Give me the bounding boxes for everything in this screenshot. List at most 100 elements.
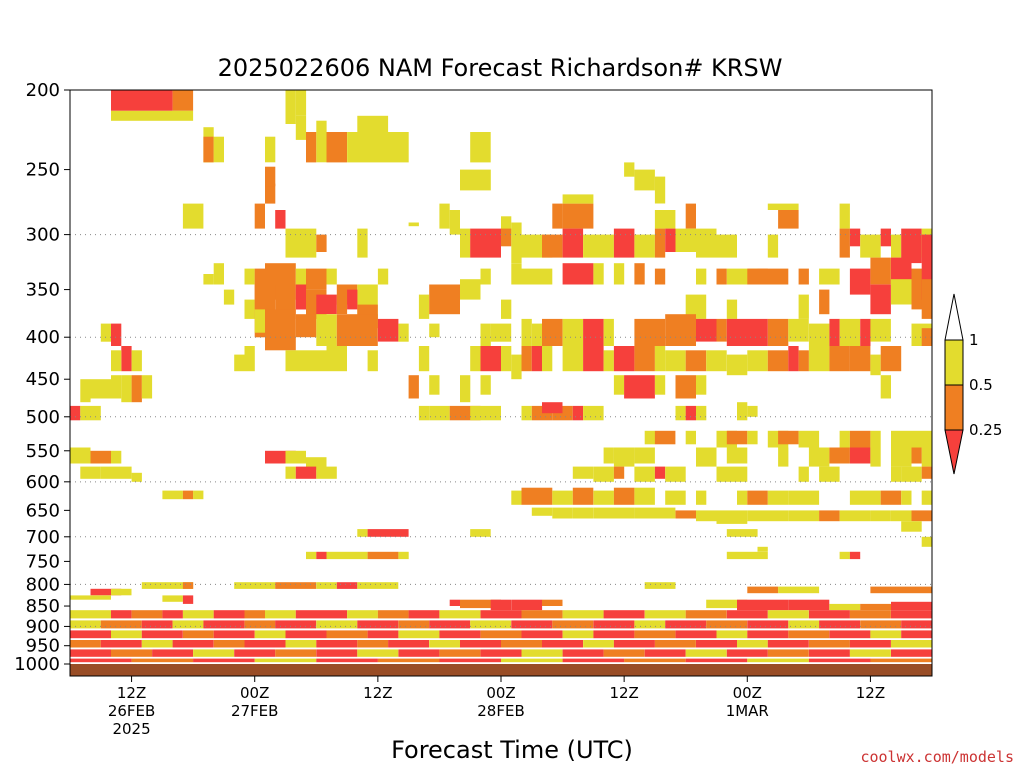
heatmap-cell <box>542 599 563 606</box>
heatmap-cell <box>542 318 563 346</box>
heatmap-cell <box>162 595 183 602</box>
heatmap-cell <box>562 263 594 285</box>
heatmap-cell <box>644 649 686 657</box>
heatmap-cell <box>726 318 768 346</box>
heatmap-cell <box>111 630 142 639</box>
heatmap-cell <box>70 405 81 421</box>
heatmap-cell <box>808 447 830 467</box>
heatmap-cell <box>470 529 491 537</box>
colorbar-label: 1 <box>969 331 979 349</box>
heatmap-cell <box>767 318 789 346</box>
heatmap-cell <box>634 507 676 519</box>
heatmap-cell <box>788 490 820 505</box>
heatmap-cell <box>111 375 122 399</box>
heatmap-cell <box>172 620 204 629</box>
heatmap-cell <box>357 620 399 629</box>
heatmap-cell <box>223 289 235 305</box>
heatmap-cell <box>572 405 584 421</box>
heatmap-cell <box>849 430 871 448</box>
heatmap-cell <box>244 299 255 319</box>
heatmap-cell <box>306 132 317 163</box>
heatmap-cell <box>460 640 501 648</box>
heatmap-cell <box>665 466 686 482</box>
heatmap-cell <box>808 658 871 663</box>
heatmap-cell <box>111 610 132 619</box>
heatmap-cell <box>624 375 655 399</box>
heatmap-cell <box>254 203 265 229</box>
heatmap-cell <box>213 263 224 285</box>
heatmap-cell <box>839 551 850 560</box>
heatmap-cell <box>593 490 614 505</box>
heatmap-cell <box>562 203 594 229</box>
heatmap-cell <box>490 323 512 342</box>
heatmap-cell <box>357 582 399 589</box>
heatmap-cell <box>295 90 307 116</box>
x-axis-label: Forecast Time (UTC) <box>391 736 633 764</box>
heatmap-cell <box>819 289 830 315</box>
heatmap-cell <box>141 375 153 399</box>
heatmap-cell <box>696 490 707 505</box>
x-tick-label: 00Z <box>486 684 515 702</box>
heatmap-cell <box>767 350 789 372</box>
heatmap-cell <box>347 289 358 310</box>
heatmap-cell <box>747 586 779 594</box>
heatmap-cell <box>531 346 543 372</box>
heatmap-cell <box>603 350 614 372</box>
heatmap-cell <box>562 630 594 639</box>
heatmap-cell <box>398 323 409 342</box>
heatmap-cell <box>808 323 830 346</box>
heatmap-cell <box>429 620 471 629</box>
heatmap-cell <box>377 658 440 663</box>
heatmap-cell <box>726 299 738 319</box>
heatmap-cell <box>285 228 317 258</box>
heatmap-cell <box>880 375 891 399</box>
y-tick-label: 950 <box>26 636 60 657</box>
heatmap-cell <box>901 620 932 629</box>
heatmap-cell <box>521 405 532 421</box>
heatmap-cell <box>829 318 840 346</box>
heatmap-cell <box>696 640 737 648</box>
heatmap-cell <box>788 599 830 611</box>
heatmap-cell <box>213 136 224 163</box>
heatmap-cell <box>603 447 614 464</box>
heatmap-cell <box>162 490 183 500</box>
heatmap-cell <box>870 354 881 376</box>
heatmap-cell <box>182 582 194 589</box>
heatmap-cell <box>316 649 358 657</box>
heatmap-cell <box>901 490 912 505</box>
heatmap-cell <box>583 346 604 372</box>
heatmap-cell <box>141 620 173 629</box>
heatmap-cell <box>675 405 686 421</box>
colorbar-segment <box>944 384 964 431</box>
heatmap-cell <box>429 375 440 395</box>
heatmap-cell <box>901 521 922 532</box>
heatmap-cell <box>921 490 932 505</box>
heatmap-cell <box>562 318 584 346</box>
heatmap-cell <box>275 210 286 229</box>
heatmap-cell <box>111 588 132 596</box>
heatmap-cell <box>788 510 820 522</box>
heatmap-cell <box>531 323 543 346</box>
heatmap-cell <box>798 430 820 448</box>
heatmap-cell <box>921 279 932 319</box>
heatmap-cell <box>839 203 850 229</box>
heatmap-cell <box>316 582 337 589</box>
heatmap-cell <box>634 318 666 346</box>
heatmap-cell <box>891 610 932 619</box>
heatmap-cell <box>665 620 707 629</box>
gridlines <box>70 234 932 627</box>
heatmap-cell <box>891 234 902 258</box>
heatmap-cell <box>295 268 307 285</box>
heatmap-cell <box>80 466 101 479</box>
x-tick-label: 12Z <box>609 684 638 702</box>
heatmap-cell <box>449 599 460 606</box>
heatmap-cell <box>521 346 532 372</box>
heatmap-cell <box>726 529 758 537</box>
y-tick-label: 400 <box>26 327 60 348</box>
heatmap-cell <box>798 294 809 319</box>
heatmap-cell <box>80 405 101 421</box>
heatmap-cell <box>316 120 327 163</box>
heatmap-cell <box>767 234 779 258</box>
heatmap-cell <box>716 234 737 258</box>
heatmap-cell <box>265 309 296 351</box>
